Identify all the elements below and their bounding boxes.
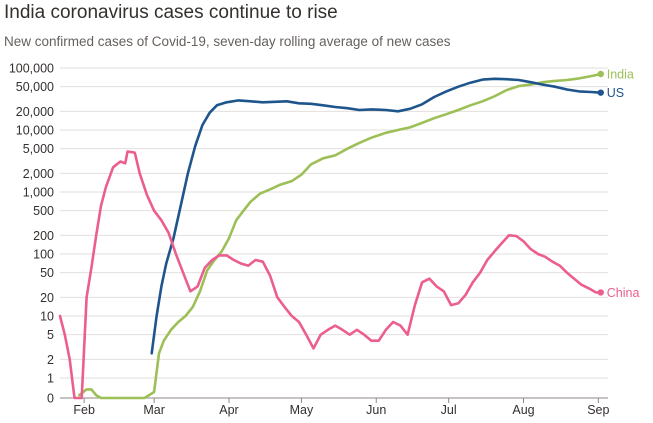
y-tick-label: 5,000 bbox=[23, 142, 54, 156]
series-label-india: India bbox=[607, 68, 634, 82]
x-tick-label: Aug bbox=[512, 403, 534, 417]
y-tick-label: 2 bbox=[47, 353, 54, 367]
y-tick-label: 200 bbox=[33, 229, 54, 243]
y-tick-label: 100 bbox=[33, 248, 54, 262]
y-tick-label: 50 bbox=[40, 266, 54, 280]
y-tick-label: 1 bbox=[47, 372, 54, 386]
series-labels: India US China bbox=[607, 68, 640, 300]
y-tick-label: 50,000 bbox=[16, 80, 54, 94]
x-tick-label: Sep bbox=[587, 403, 609, 417]
y-axis-ticks: 100,000 50,000 20,000 10,000 5,000 2,000 1,000… bbox=[9, 62, 54, 406]
x-tick-label: May bbox=[290, 403, 314, 417]
y-tick-label: 20,000 bbox=[16, 105, 54, 119]
x-axis-ticks: Feb Mar Apr May Jun Jul Aug Sep bbox=[73, 398, 610, 417]
chart-title: India coronavirus cases continue to rise bbox=[4, 2, 338, 23]
series-line-india bbox=[78, 72, 603, 400]
y-tick-label: 500 bbox=[33, 204, 54, 218]
x-tick-label: Apr bbox=[219, 403, 238, 417]
y-tick-label: 100,000 bbox=[9, 62, 54, 76]
series-end-point-us bbox=[597, 89, 604, 96]
chart-subtitle: New confirmed cases of Covid-19, seven-d… bbox=[4, 34, 451, 49]
series-label-china: China bbox=[607, 286, 640, 300]
y-tick-label: 10,000 bbox=[16, 124, 54, 138]
x-tick-label: Jul bbox=[441, 403, 457, 417]
y-tick-label: 10 bbox=[40, 310, 54, 324]
y-tick-label: 0 bbox=[47, 392, 54, 406]
x-tick-label: Feb bbox=[73, 403, 95, 417]
y-tick-label: 2,000 bbox=[23, 167, 54, 181]
series-end-point-china bbox=[597, 289, 604, 296]
series-end-point-india bbox=[597, 70, 604, 78]
series-label-us: US bbox=[607, 86, 624, 100]
series-line-china bbox=[58, 150, 603, 400]
gridlines bbox=[60, 67, 608, 399]
y-tick-label: 5 bbox=[47, 328, 54, 342]
y-tick-label: 1,000 bbox=[23, 186, 54, 200]
x-tick-label: Mar bbox=[143, 403, 165, 417]
y-tick-label: 20 bbox=[40, 291, 54, 305]
series-line-us bbox=[150, 77, 603, 355]
series-lines bbox=[58, 70, 604, 400]
x-tick-label: Jun bbox=[366, 403, 386, 417]
